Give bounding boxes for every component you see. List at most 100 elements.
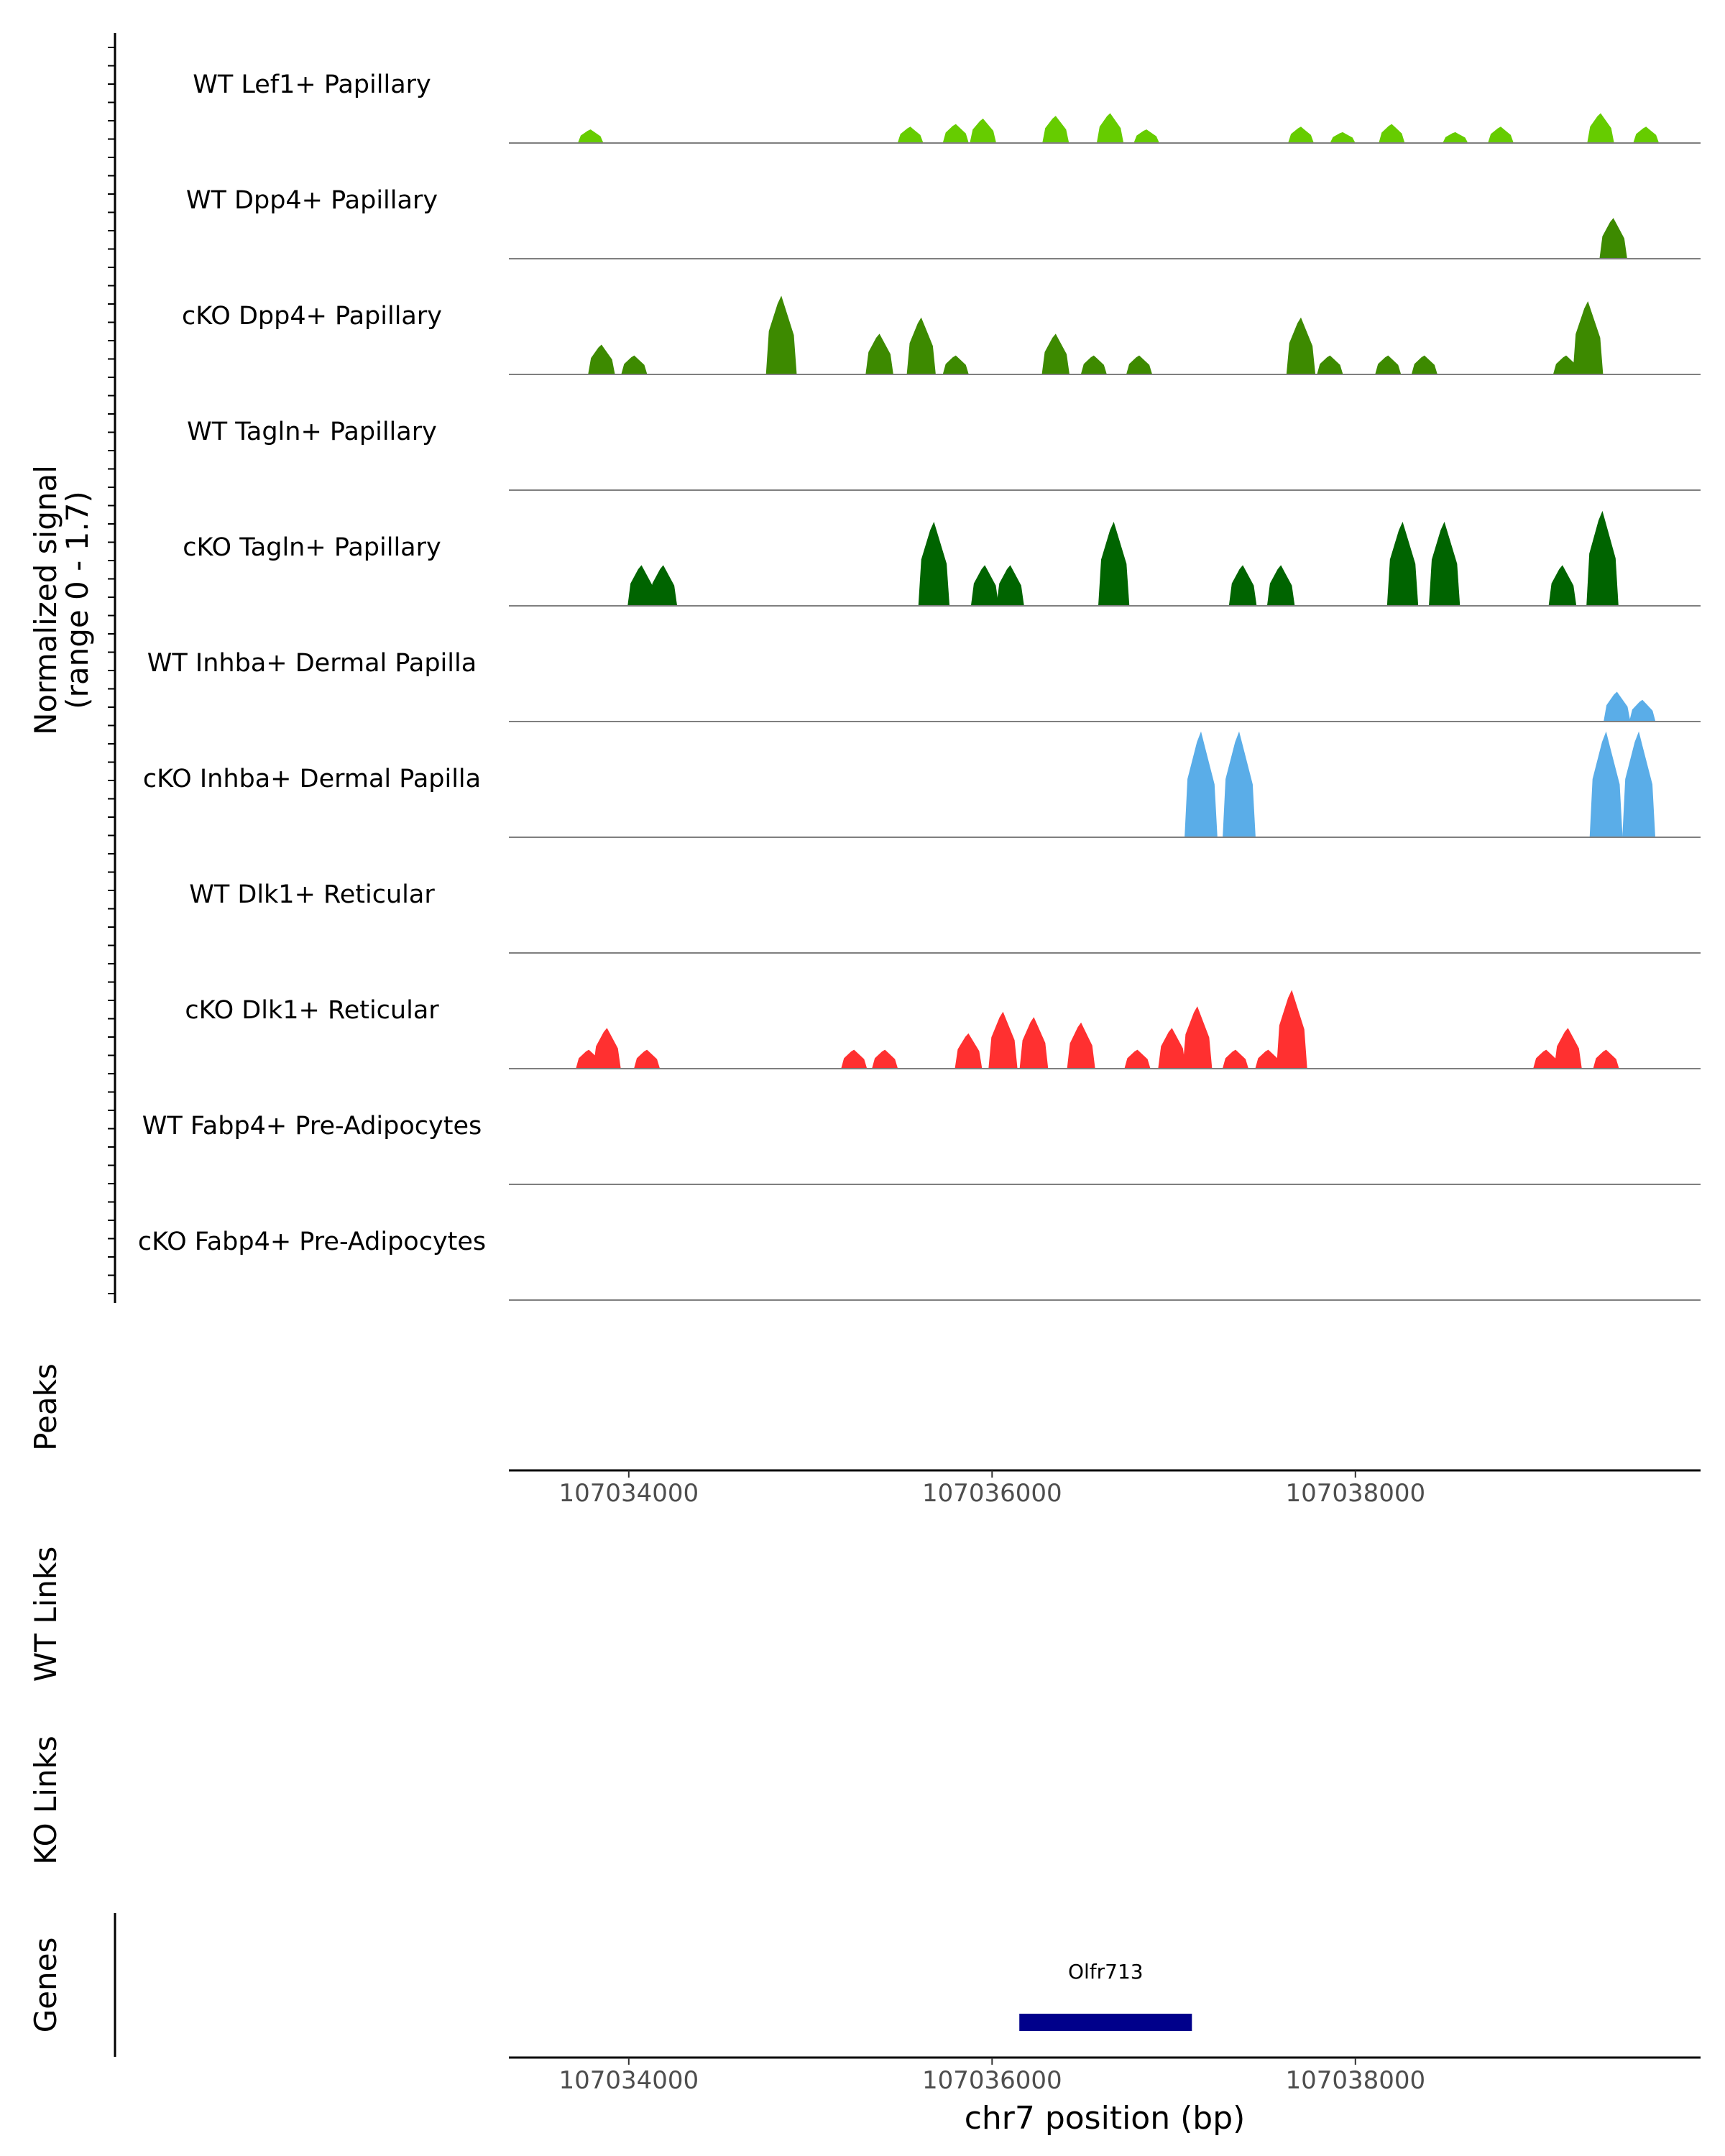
track-label: WT Dpp4+ Papillary bbox=[186, 186, 438, 215]
track-label: WT Tagln+ Papillary bbox=[187, 418, 437, 446]
track-label: WT Inhba+ Dermal Papilla bbox=[147, 649, 477, 678]
strand-arrow bbox=[1070, 2015, 1078, 2030]
signal-peak bbox=[1379, 124, 1405, 143]
signal-peak bbox=[1633, 126, 1660, 143]
peaks-x-ticks: 107034000 107036000 107038000 bbox=[558, 1470, 1425, 1508]
wt-links-label: WT Links bbox=[28, 1547, 63, 1682]
signal-peak bbox=[1587, 113, 1614, 143]
track-7: WT Dlk1+ Reticular bbox=[189, 880, 1701, 954]
signal-peak bbox=[1228, 565, 1257, 606]
signal-peak bbox=[1126, 355, 1153, 374]
signal-peak bbox=[841, 1049, 868, 1069]
signal-peak bbox=[1429, 522, 1460, 606]
strand-arrow bbox=[1054, 2015, 1062, 2030]
signal-peak bbox=[627, 565, 656, 606]
signal-peak bbox=[1182, 1006, 1213, 1069]
track-8: cKO Dlk1+ Reticular bbox=[185, 990, 1701, 1069]
signal-peak bbox=[1443, 132, 1468, 143]
signal-peak bbox=[918, 522, 950, 606]
track-9: WT Fabp4+ Pre-Adipocytes bbox=[142, 1112, 1701, 1185]
track-label: cKO Dlk1+ Reticular bbox=[185, 996, 439, 1025]
signal-peak bbox=[1286, 317, 1316, 374]
signal-peak bbox=[1548, 565, 1577, 606]
track-4: cKO Tagln+ Papillary bbox=[183, 510, 1701, 607]
signal-peak bbox=[1080, 355, 1107, 374]
signal-peak bbox=[1041, 333, 1070, 374]
signal-peak bbox=[1255, 1049, 1282, 1069]
x-tick-label: 107038000 bbox=[1285, 1479, 1425, 1508]
signal-peak bbox=[1330, 132, 1356, 143]
track-5: WT Inhba+ Dermal Papilla bbox=[147, 649, 1701, 722]
strand-arrow bbox=[1085, 2015, 1094, 2030]
track-label: cKO Dpp4+ Papillary bbox=[182, 302, 442, 331]
signal-peak bbox=[1411, 355, 1438, 374]
signal-peak bbox=[942, 124, 969, 143]
signal-peak bbox=[1133, 129, 1159, 143]
track-3: WT Tagln+ Papillary bbox=[187, 418, 1701, 491]
signal-peak bbox=[942, 355, 969, 374]
signal-peak bbox=[897, 126, 924, 143]
signal-peak bbox=[1593, 1049, 1619, 1069]
signal-axis-range: (range 0 - 1.7) bbox=[60, 491, 95, 709]
signal-peak bbox=[1552, 355, 1579, 374]
signal-peak bbox=[1573, 301, 1604, 374]
signal-peak bbox=[970, 119, 996, 143]
track-label: WT Dlk1+ Reticular bbox=[189, 880, 435, 909]
signal-peak bbox=[970, 565, 999, 606]
signal-peak bbox=[1586, 510, 1619, 606]
signal-peak bbox=[996, 565, 1024, 606]
x-tick-label: 107036000 bbox=[922, 2066, 1062, 2095]
strand-arrow bbox=[1133, 2015, 1141, 2030]
signal-peak bbox=[649, 565, 678, 606]
track-label: WT Fabp4+ Pre-Adipocytes bbox=[142, 1112, 482, 1141]
signal-peak bbox=[906, 317, 936, 374]
genes-track-label: Genes bbox=[28, 1938, 63, 2033]
strand-arrow bbox=[1101, 2015, 1110, 2030]
signal-peak bbox=[1629, 699, 1656, 722]
signal-peak bbox=[1488, 126, 1514, 143]
signal-peak bbox=[1158, 1028, 1186, 1069]
ko-links-label: KO Links bbox=[28, 1736, 63, 1865]
track-0: WT Lef1+ Papillary bbox=[193, 70, 1701, 144]
track-label: cKO Inhba+ Dermal Papilla bbox=[143, 765, 481, 793]
signal-peak bbox=[1599, 218, 1627, 259]
strand-arrow bbox=[1164, 2015, 1173, 2030]
x-tick-label: 107034000 bbox=[558, 2066, 699, 2095]
strand-arrow bbox=[1022, 2015, 1031, 2030]
signal-peak bbox=[593, 1028, 621, 1069]
strand-arrow bbox=[1117, 2015, 1126, 2030]
track-1: WT Dpp4+ Papillary bbox=[186, 186, 1701, 259]
signal-peak bbox=[1223, 731, 1256, 837]
signal-peak bbox=[1554, 1028, 1582, 1069]
signal-peak bbox=[1386, 522, 1419, 606]
coverage-tracks: WT Lef1+ Papillary WT Dpp4+ Papillary cKO … bbox=[138, 70, 1701, 1301]
signal-peak bbox=[634, 1049, 661, 1069]
track-label: cKO Tagln+ Papillary bbox=[183, 533, 441, 562]
gene-body bbox=[1019, 2014, 1192, 2031]
signal-peak bbox=[1042, 116, 1070, 143]
signal-peak bbox=[1266, 565, 1295, 606]
x-tick-label: 107034000 bbox=[558, 1479, 699, 1508]
signal-peak bbox=[1317, 355, 1343, 374]
signal-peak bbox=[765, 295, 797, 374]
genes-x-ticks: 107034000 107036000 107038000 bbox=[558, 2058, 1425, 2095]
strand-arrow bbox=[1149, 2015, 1157, 2030]
signal-peak bbox=[1019, 1017, 1049, 1069]
gene-label: Olfr713 bbox=[1068, 1960, 1144, 1984]
signal-peak bbox=[1222, 1049, 1248, 1069]
gene-olfr713: Olfr713 bbox=[1019, 1960, 1192, 2031]
strand-arrow bbox=[1180, 2015, 1189, 2030]
track-2: cKO Dpp4+ Papillary bbox=[182, 295, 1701, 375]
signal-peak bbox=[578, 129, 604, 143]
signal-peak bbox=[1124, 1049, 1151, 1069]
track-label: cKO Fabp4+ Pre-Adipocytes bbox=[138, 1227, 486, 1256]
signal-peak bbox=[621, 355, 648, 374]
signal-peak bbox=[588, 344, 615, 374]
signal-peak bbox=[1098, 522, 1130, 606]
track-10: cKO Fabp4+ Pre-Adipocytes bbox=[138, 1227, 1701, 1301]
signal-peak bbox=[1589, 731, 1623, 837]
track-6: cKO Inhba+ Dermal Papilla bbox=[143, 731, 1701, 838]
x-axis-title: chr7 position (bp) bbox=[965, 2100, 1246, 2137]
signal-peak bbox=[872, 1049, 898, 1069]
